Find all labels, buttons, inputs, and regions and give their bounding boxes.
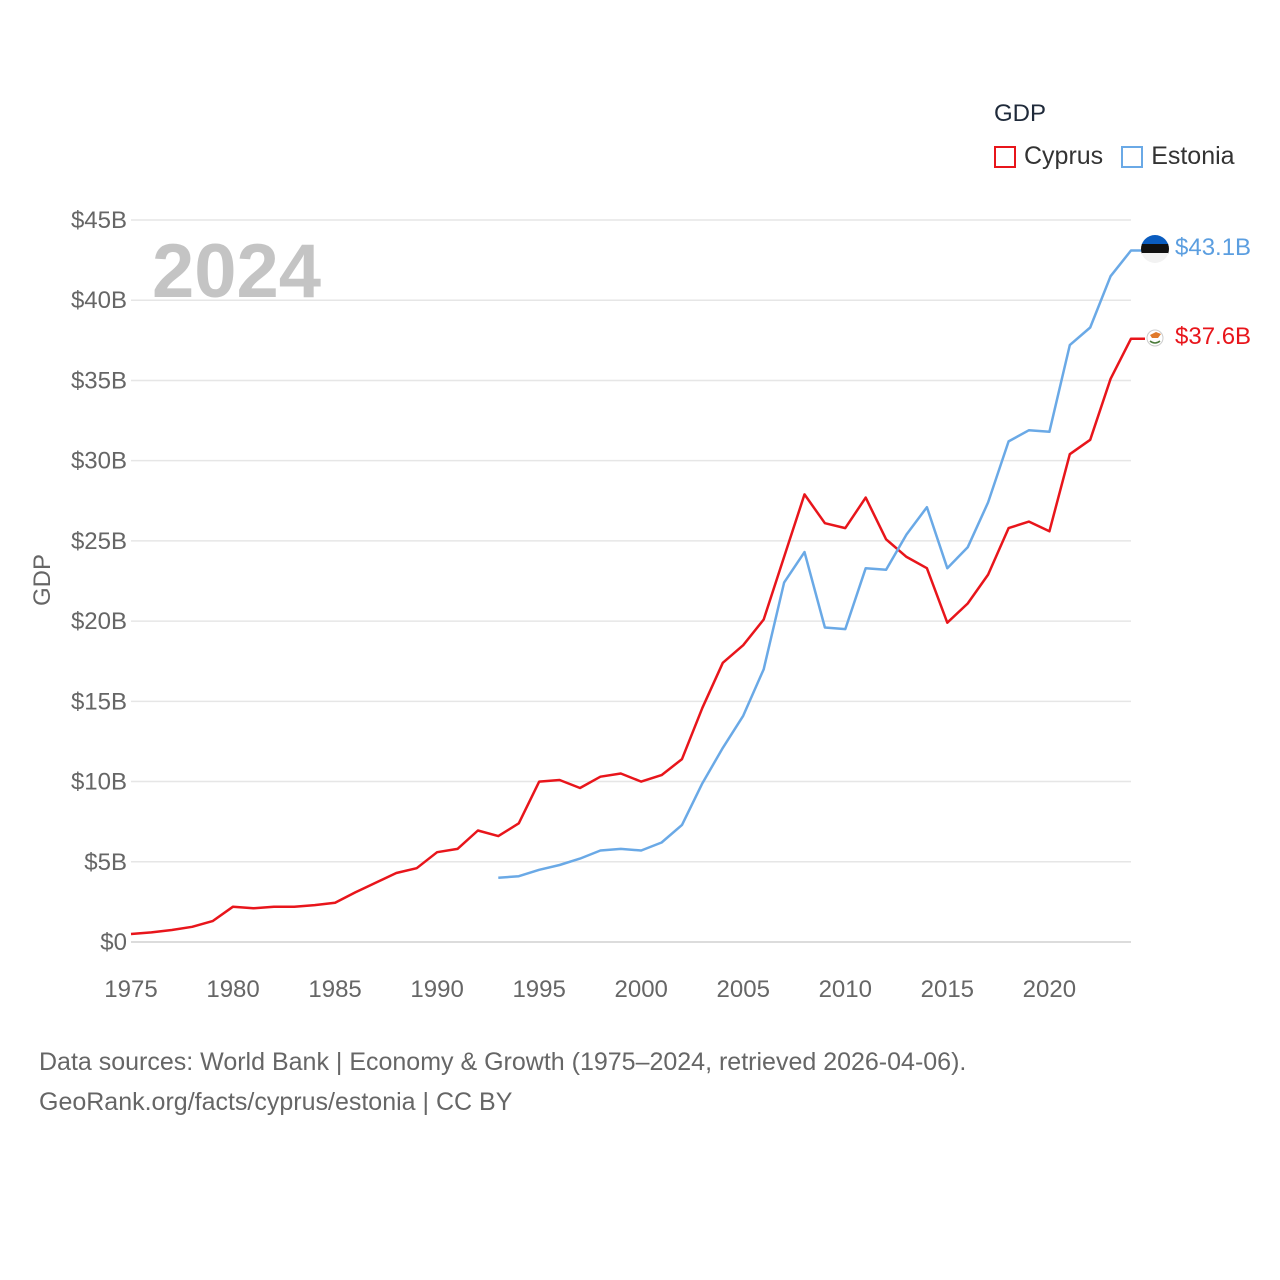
series-line-cyprus [130,337,1145,936]
y-tick-label: $25B [71,528,127,555]
y-tick-label: $40B [71,287,127,314]
y-tick-label: $20B [71,608,127,635]
legend-item-cyprus[interactable]: Cyprus [994,142,1103,171]
x-tick-label: 2015 [921,976,974,1003]
cyprus-flag-icon [1146,329,1164,347]
y-tick-label: $10B [71,769,127,796]
y-axis-label: GDP [29,554,56,606]
end-markers [1141,235,1169,347]
x-tick-label: 2020 [1023,976,1076,1003]
current-year-label: 2024 [152,229,322,314]
x-tick-label: 2005 [717,976,770,1003]
y-tick-label: $5B [84,849,127,876]
footer: Data sources: World Bank | Economy & Gro… [39,1042,966,1122]
y-tick-label: $0 [100,929,127,956]
x-axis-ticks: 1975 1980 1985 1990 1995 2000 2005 2010 2015 2020 [104,976,1076,1003]
legend-swatch-estonia [1121,145,1144,168]
legend-item-estonia[interactable]: Estonia [1121,142,1235,171]
cyprus-end-value: $37.6B [1175,323,1251,350]
legend-label-cyprus: Cyprus [1024,142,1104,170]
footer-data-sources: Data sources: World Bank | Economy & Gro… [39,1048,967,1076]
y-tick-label: $30B [71,448,127,475]
grid-lines [131,219,1131,943]
footer-source-link[interactable]: GeoRank.org/facts/cyprus/estonia | CC BY [39,1088,513,1116]
y-tick-label: $45B [71,207,127,234]
x-tick-label: 1990 [410,976,463,1003]
series-line-estonia [498,249,1145,880]
estonia-flag-icon [1141,235,1169,263]
y-axis-ticks: $0 $5B $10B $15B $20B $25B $30B $35B $40B $45B [71,207,127,956]
series-lines [130,249,1145,936]
legend-label-estonia: Estonia [1151,142,1235,170]
x-tick-label: 2000 [615,976,668,1003]
y-tick-label: $15B [71,688,127,715]
x-tick-label: 1975 [104,976,157,1003]
legend-title: GDP [994,100,1047,127]
x-tick-label: 1995 [512,976,565,1003]
legend-swatch-cyprus [994,145,1016,168]
estonia-end-value: $43.1B [1175,234,1251,261]
x-tick-label: 1985 [308,976,361,1003]
y-tick-label: $35B [71,367,127,394]
legend: Cyprus Estonia [994,142,1253,171]
x-tick-label: 1980 [206,976,259,1003]
x-tick-label: 2010 [819,976,872,1003]
